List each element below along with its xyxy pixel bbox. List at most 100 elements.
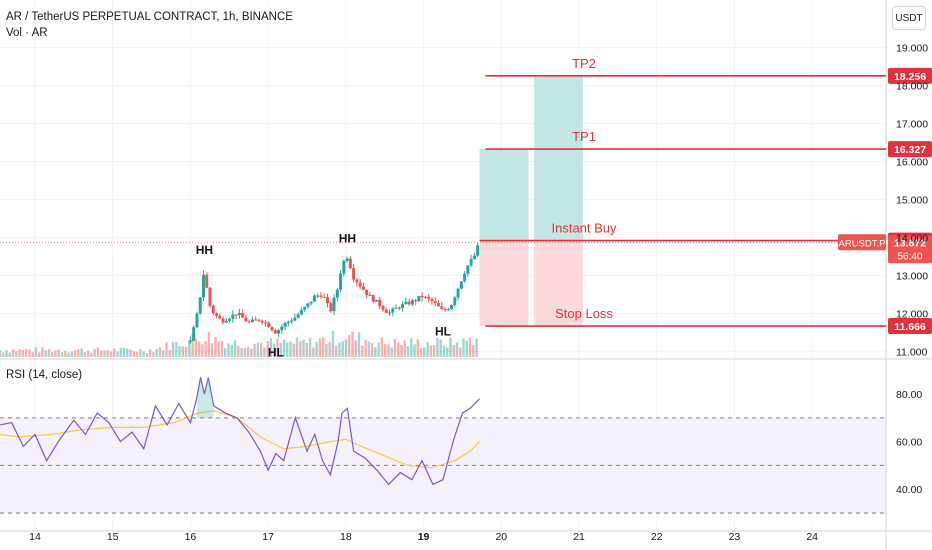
candle-body [254, 319, 258, 321]
volume-bar [468, 337, 472, 357]
volume-bar [37, 352, 41, 357]
volume-bar [207, 331, 211, 357]
volume-bar [250, 348, 253, 357]
candle-body [221, 318, 225, 323]
volume-bar [439, 339, 442, 357]
candle-body [309, 301, 313, 304]
volume-bar [230, 344, 233, 357]
candle-body [469, 259, 473, 266]
candle-body [198, 297, 202, 314]
candle-body [365, 289, 369, 295]
volume-bar [90, 352, 93, 357]
price-tag [888, 67, 932, 84]
volume-bar [93, 348, 96, 357]
volume-bar [328, 341, 331, 357]
volume-indicator-label[interactable]: Vol · AR [6, 27, 48, 39]
volume-bar [96, 347, 100, 357]
volume-bar [246, 346, 250, 357]
candle-body [433, 301, 437, 304]
price-tag-label: 16.327 [894, 144, 926, 156]
volume-bar [210, 343, 214, 357]
candle-body [322, 296, 326, 298]
volume-bar [139, 348, 142, 357]
chart-title: AR / TetherUS PERPETUAL CONTRACT, 1h, BI… [6, 11, 293, 23]
volume-bar [263, 347, 266, 357]
time-axis-label: 22 [651, 531, 663, 543]
profit-zone-1[interactable] [479, 149, 529, 241]
volume-bar [380, 337, 384, 357]
volume-bar [465, 340, 468, 357]
price-tag [888, 141, 932, 158]
candle-body [345, 258, 349, 261]
candle-body [270, 327, 274, 331]
volume-bar [315, 341, 318, 357]
volume-bar [24, 348, 28, 357]
volume-bar [406, 346, 410, 357]
currency-button[interactable]: USDT [892, 6, 926, 30]
volume-bar [119, 347, 122, 357]
volume-bar [2, 352, 5, 357]
volume-bar [419, 347, 423, 357]
volume-bar [256, 342, 260, 357]
volume-bar [175, 341, 178, 357]
volume-bar [344, 339, 348, 357]
candle-body [218, 315, 222, 319]
volume-bar [370, 343, 374, 357]
candle-body [371, 295, 375, 302]
loss-zone-1[interactable] [479, 240, 529, 327]
candle-body [241, 312, 245, 318]
profit-zone-2[interactable] [533, 75, 583, 241]
volume-bar [403, 340, 406, 357]
volume-bar [429, 345, 433, 357]
rsi-indicator-label[interactable]: RSI (14, close) [6, 369, 83, 381]
volume-bar [8, 352, 11, 357]
candle-body [237, 312, 241, 316]
loss-zone-2[interactable] [533, 240, 583, 327]
volume-bar [67, 352, 70, 357]
volume-bar [181, 346, 184, 357]
candle-body [208, 287, 212, 306]
price-tag-label: 18.256 [894, 71, 926, 83]
volume-bar [60, 352, 64, 357]
candle-body [355, 279, 359, 283]
volume-bar [367, 341, 371, 357]
candle-body [342, 260, 346, 274]
candle-body [374, 299, 378, 302]
price-axis-label: 17.000 [896, 119, 928, 131]
candle-body [244, 317, 248, 322]
volume-bar [158, 347, 162, 357]
volume-bar [83, 352, 87, 357]
volume-bar [416, 339, 420, 357]
candle-body [299, 309, 303, 315]
rsi-ma-line [0, 410, 480, 469]
volume-bar [113, 348, 116, 357]
last-price-value: 13.872 [894, 237, 926, 249]
volume-bar [204, 340, 207, 357]
volume-bar [194, 338, 198, 357]
volume-bar [99, 350, 103, 357]
volume-bar [377, 342, 380, 357]
candle-body [440, 306, 444, 309]
level-label-stop-loss: Stop Loss [555, 306, 613, 321]
time-axis-label: 20 [495, 531, 507, 543]
candle-body [423, 296, 427, 298]
candle-body [273, 330, 277, 334]
volume-bar [152, 352, 155, 357]
volume-bar [397, 342, 400, 357]
volume-bar [253, 343, 256, 357]
volume-bar [383, 344, 387, 357]
candle-body [263, 322, 267, 324]
candle-body [472, 255, 476, 260]
candle-body [192, 327, 196, 341]
volume-bar [432, 345, 436, 357]
volume-bar [11, 349, 15, 357]
volume-bar [240, 348, 243, 357]
volume-bar [57, 349, 60, 357]
volume-bar [109, 351, 113, 357]
candle-body [290, 320, 294, 322]
volume-bar [351, 331, 354, 357]
candle-body [427, 296, 431, 299]
volume-bar [393, 338, 397, 357]
volume-bar [129, 349, 132, 357]
